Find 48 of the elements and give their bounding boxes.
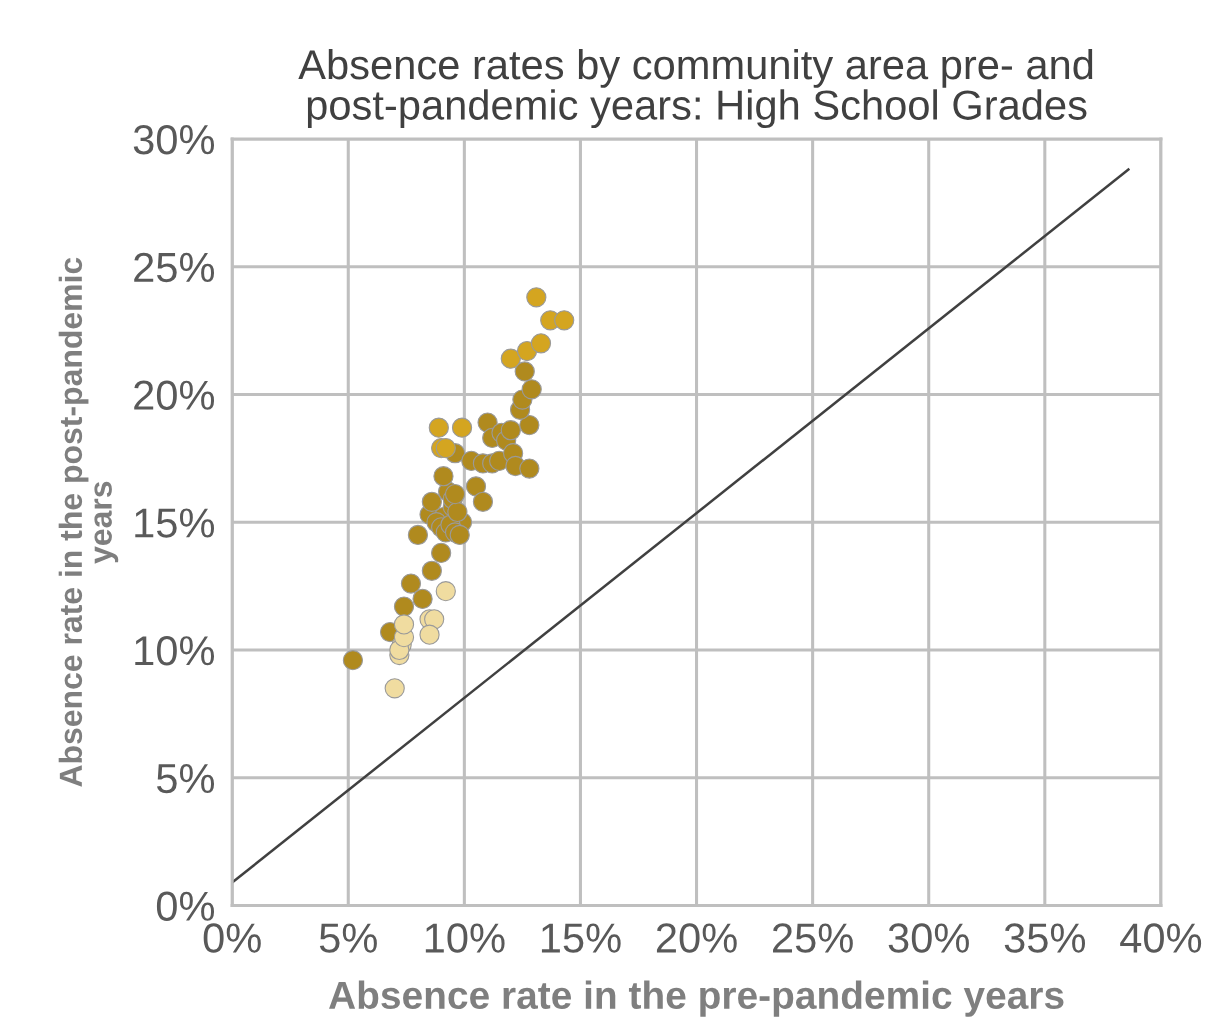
point <box>526 287 547 308</box>
x-tick-label: 30% <box>888 923 969 953</box>
point <box>407 524 429 546</box>
y-axis-title: Absence rate in the post-pandemic years <box>58 257 119 787</box>
point <box>421 560 442 581</box>
point <box>419 624 440 645</box>
y-tick-label: 0% <box>156 891 215 922</box>
point <box>519 414 540 436</box>
point <box>433 466 454 487</box>
x-tick-label: 0% <box>203 923 261 953</box>
y-tick-label: 20% <box>134 380 215 410</box>
point <box>554 310 575 331</box>
point <box>393 596 415 617</box>
point <box>472 491 494 512</box>
point <box>435 581 456 602</box>
point <box>530 333 552 354</box>
x-tick-label: 40% <box>1120 923 1202 953</box>
point <box>447 501 468 523</box>
point <box>500 420 521 441</box>
y-tick-label: 5% <box>156 763 215 794</box>
point <box>444 483 466 505</box>
point <box>393 614 415 635</box>
point <box>421 491 442 512</box>
point <box>431 542 452 564</box>
point <box>514 361 535 382</box>
x-tick-label: 10% <box>425 923 505 953</box>
point <box>412 588 433 610</box>
x-tick-label: 35% <box>1004 923 1086 953</box>
point <box>465 476 487 497</box>
x-tick-label: 15% <box>541 923 621 953</box>
point <box>428 417 449 438</box>
x-tick-label: 5% <box>319 923 377 953</box>
point <box>500 348 521 369</box>
x-tick-label: 25% <box>773 923 853 953</box>
y-tick-label: 15% <box>135 508 215 538</box>
point <box>342 650 364 671</box>
y-tick-label: 10% <box>135 635 215 666</box>
x-axis-title: Absence rate in the pre-pandemic years <box>329 980 1064 1017</box>
x-tick-label: 20% <box>656 923 737 953</box>
y-tick-label: 25% <box>134 252 215 283</box>
point <box>451 417 473 438</box>
chart-title: Absence rates by community area pre- and post-pandemic years: High School Grades <box>298 48 1093 129</box>
point <box>449 524 470 546</box>
point <box>521 379 542 400</box>
y-tick-label: 30% <box>133 124 215 155</box>
point <box>384 678 405 699</box>
point <box>519 458 540 479</box>
point <box>400 573 422 594</box>
